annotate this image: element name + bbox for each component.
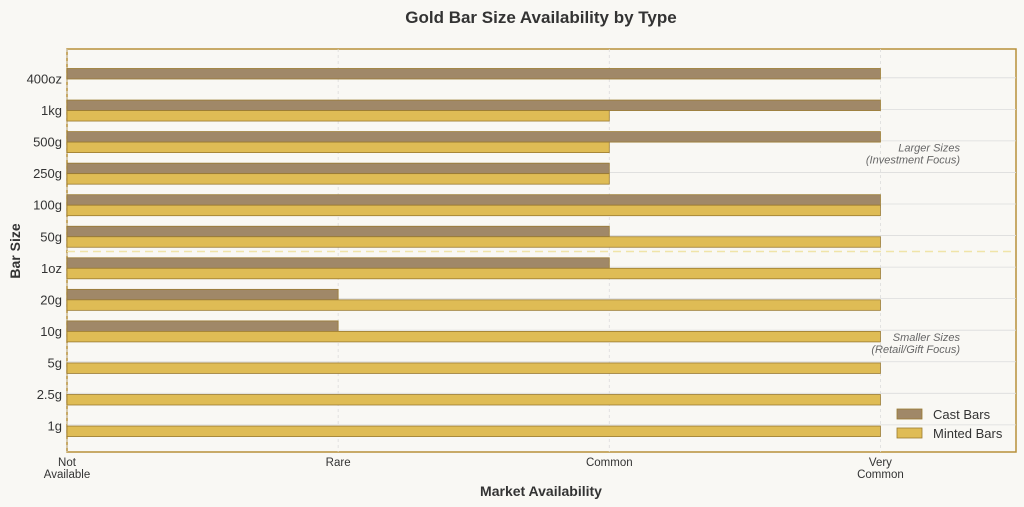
bar-minted-bars-5g (66, 362, 881, 374)
bar-minted-bars-1oz (66, 267, 881, 280)
bar-minted-bars-250g (66, 173, 610, 185)
y-tick-500g: 500g (33, 135, 62, 150)
bar-cast-bars-400oz (66, 68, 881, 80)
legend-swatch-minted-bars (896, 427, 923, 439)
x-tick-rare: Rare (326, 457, 351, 469)
legend: Cast Bars Minted Bars (896, 407, 1003, 441)
bar-cast-bars-100g (66, 194, 881, 206)
legend-label-cast-bars: Cast Bars (933, 407, 991, 422)
bar-minted-bars-50g (66, 236, 881, 248)
bars-group (66, 68, 881, 437)
bar-cast-bars-250g (66, 162, 610, 175)
bar-cast-bars-1kg (66, 99, 881, 111)
bar-minted-bars-1kg (66, 110, 610, 122)
bar-cast-bars-50g (66, 225, 610, 238)
bar-minted-bars-1g (66, 425, 881, 437)
chart-title: Gold Bar Size Availability by Type (405, 8, 676, 27)
y-tick-1g: 1g (48, 419, 62, 434)
y-tick-1kg: 1kg (41, 103, 62, 118)
x-axis-label: Market Availability (480, 483, 602, 499)
y-tick-5g: 5g (48, 355, 62, 370)
x-tick-common: Common (586, 457, 633, 469)
y-tick-10g: 10g (40, 324, 62, 339)
bar-cast-bars-20g (66, 288, 339, 301)
x-tick-not-available: Not Available (44, 457, 90, 481)
legend-swatch-cast-bars (896, 408, 923, 420)
bar-minted-bars-10g (66, 330, 881, 343)
annotation-larger-sizes: Larger Sizes (Investment Focus) (866, 143, 961, 167)
y-tick-2-5g: 2.5g (37, 387, 62, 402)
bar-cast-bars-500g (66, 131, 881, 143)
x-tick-very-common: Very Common (857, 457, 904, 481)
y-tick-50g: 50g (40, 229, 62, 244)
bar-minted-bars-2-5g (66, 394, 881, 406)
y-tick-250g: 250g (33, 166, 62, 181)
y-tick-100g: 100g (33, 198, 62, 213)
bar-minted-bars-100g (66, 204, 881, 217)
bar-cast-bars-1oz (66, 257, 610, 269)
y-tick-labels: 400oz 1kg 500g 250g 100g 50g 1oz 20g 10g 5g 2.5g 1g (27, 72, 62, 434)
y-tick-20g: 20g (40, 292, 62, 307)
bar-minted-bars-20g (66, 299, 881, 311)
y-tick-400oz: 400oz (27, 72, 62, 87)
legend-label-minted-bars: Minted Bars (933, 426, 1003, 441)
bar-minted-bars-500g (66, 141, 610, 154)
y-axis-label: Bar Size (7, 223, 23, 278)
y-tick-1oz: 1oz (41, 261, 62, 276)
annotation-smaller-sizes: Smaller Sizes (Retail/Gift Focus) (871, 332, 960, 356)
x-tick-labels: Not Available Rare Common Very Common (44, 457, 904, 481)
bar-cast-bars-10g (66, 320, 339, 332)
annotations: Larger Sizes (Investment Focus) Smaller Si… (866, 143, 961, 356)
